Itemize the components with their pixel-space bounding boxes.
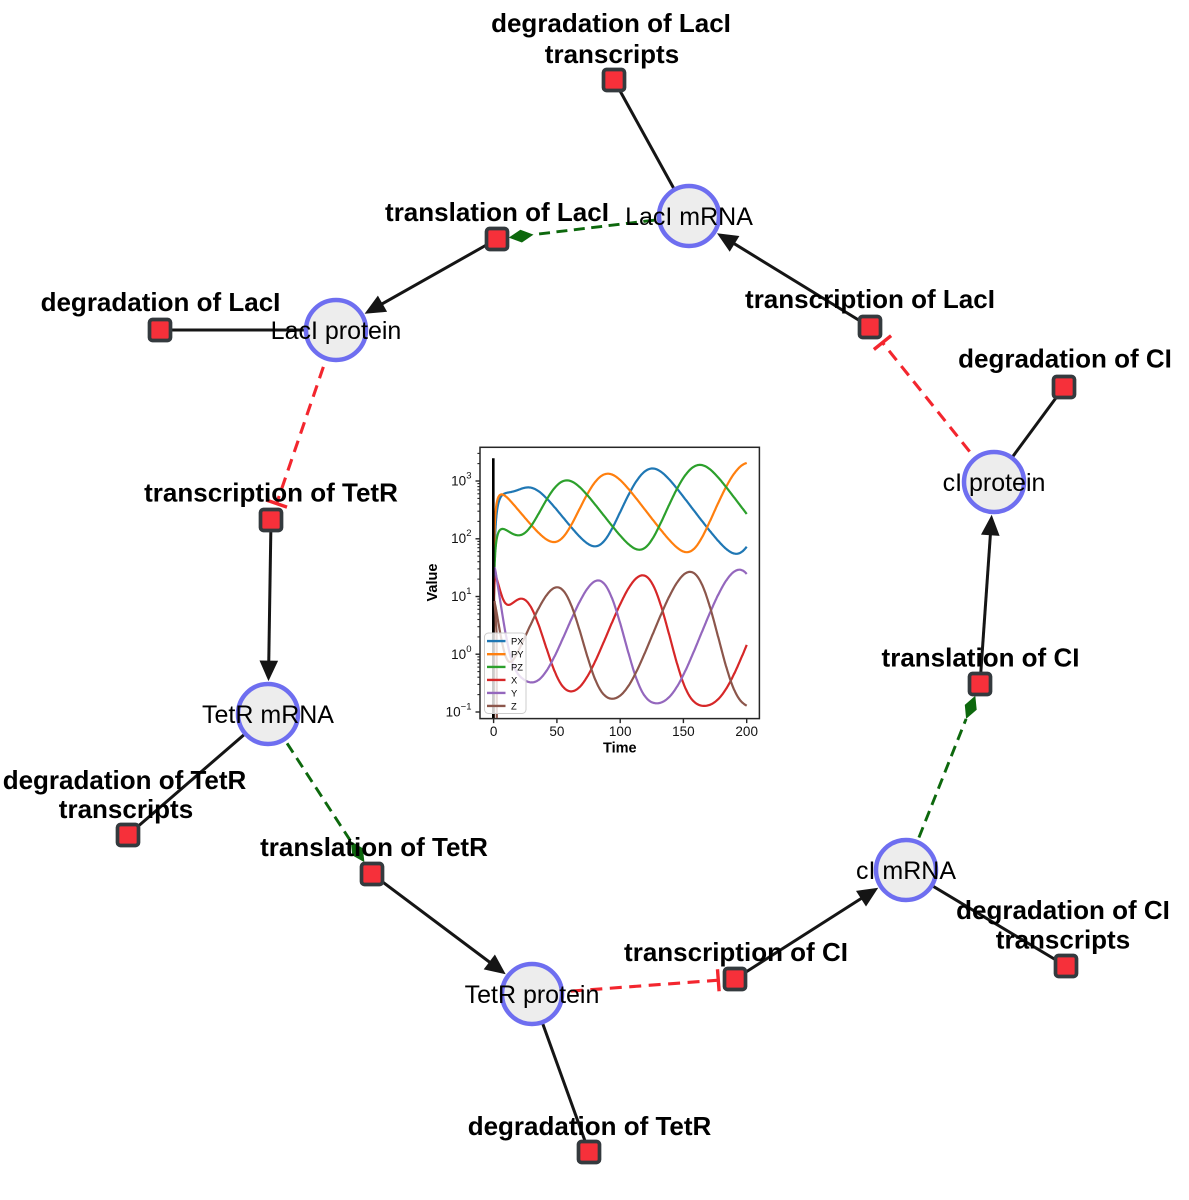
svg-text:TetR protein: TetR protein [465, 981, 600, 1009]
svg-text:0: 0 [490, 724, 498, 739]
svg-text:50: 50 [549, 724, 564, 739]
svg-text:degradation of CI: degradation of CI [956, 895, 1170, 925]
svg-text:100: 100 [451, 644, 471, 662]
svg-text:cI mRNA: cI mRNA [856, 857, 956, 885]
svg-text:transcripts: transcripts [996, 925, 1130, 955]
svg-text:degradation of TetR: degradation of TetR [3, 765, 247, 795]
svg-text:101: 101 [451, 586, 471, 604]
svg-text:Y: Y [511, 687, 518, 698]
svg-text:transcription of TetR: transcription of TetR [144, 478, 398, 508]
svg-text:PY: PY [511, 649, 524, 660]
svg-text:translation of TetR: translation of TetR [260, 832, 488, 862]
svg-text:Value: Value [425, 564, 441, 602]
svg-text:translation of LacI: translation of LacI [385, 197, 609, 227]
svg-text:degradation of CI: degradation of CI [958, 344, 1172, 374]
svg-text:PX: PX [511, 636, 524, 647]
svg-text:X: X [511, 674, 518, 685]
svg-text:degradation of LacI: degradation of LacI [41, 287, 281, 317]
svg-text:103: 103 [451, 471, 471, 489]
svg-text:LacI mRNA: LacI mRNA [625, 203, 753, 231]
svg-text:Time: Time [603, 741, 637, 757]
svg-text:TetR mRNA: TetR mRNA [202, 701, 334, 729]
svg-text:degradation of LacI: degradation of LacI [491, 8, 731, 38]
svg-text:200: 200 [735, 724, 758, 739]
svg-text:transcription of LacI: transcription of LacI [745, 284, 995, 314]
svg-text:LacI protein: LacI protein [271, 317, 402, 345]
svg-text:translation of CI: translation of CI [882, 643, 1080, 673]
svg-text:10−1: 10−1 [446, 702, 472, 720]
svg-text:transcripts: transcripts [545, 39, 679, 69]
svg-text:cI protein: cI protein [943, 469, 1046, 497]
svg-text:100: 100 [609, 724, 632, 739]
svg-text:102: 102 [451, 528, 471, 546]
svg-text:150: 150 [672, 724, 695, 739]
svg-text:degradation of TetR: degradation of TetR [468, 1111, 712, 1141]
svg-text:Z: Z [511, 700, 517, 711]
svg-text:transcripts: transcripts [59, 794, 193, 824]
svg-text:PZ: PZ [511, 661, 523, 672]
svg-text:transcription of CI: transcription of CI [624, 937, 848, 967]
